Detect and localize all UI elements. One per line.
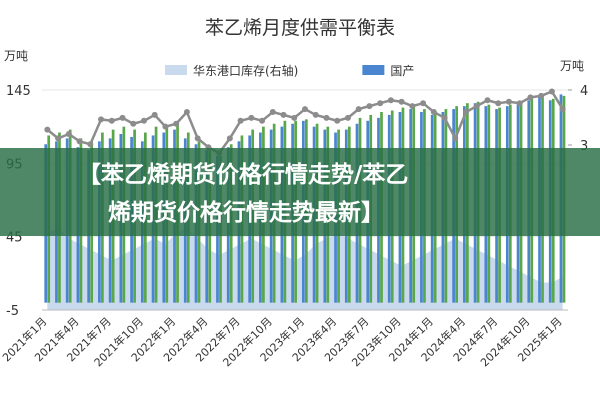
line-point	[76, 138, 83, 145]
line-point	[280, 111, 287, 118]
line-point	[548, 88, 555, 95]
y-axis-title: 万吨	[4, 49, 28, 63]
line-point	[463, 109, 470, 115]
line-point	[366, 103, 373, 110]
chart-title: 苯乙烯月度供需平衡表	[205, 17, 395, 39]
banner-text: 烯期货价格行情走势最新】	[108, 199, 384, 226]
line-point	[355, 106, 362, 113]
line-point	[130, 120, 137, 127]
legend-swatch	[165, 65, 187, 75]
line-point	[538, 92, 545, 99]
line-point	[194, 135, 201, 142]
line-point	[312, 111, 319, 118]
banner-text: 【苯乙烯期货价格行情走势/苯乙	[78, 161, 408, 188]
y2-tick-label: 3	[580, 139, 588, 154]
line-point	[269, 109, 276, 115]
line-point	[387, 97, 394, 104]
line-point	[377, 100, 384, 107]
y2-tick-label: 4	[580, 84, 588, 99]
line-point	[98, 116, 105, 123]
line-point	[55, 135, 62, 142]
line-point	[237, 117, 244, 124]
line-point	[108, 117, 115, 124]
line-point	[87, 141, 94, 148]
line-point	[291, 114, 298, 121]
line-point	[495, 100, 502, 107]
line-point	[505, 98, 512, 105]
line-point	[452, 135, 459, 142]
y-tick-label: -5	[6, 304, 19, 319]
line-point	[119, 114, 126, 121]
line-point	[323, 114, 330, 121]
line-point	[151, 111, 158, 118]
line-point	[65, 131, 72, 137]
line-point	[409, 103, 416, 110]
line-point	[344, 114, 351, 121]
banner	[0, 148, 600, 236]
line-point	[420, 100, 427, 107]
line-point	[527, 94, 534, 101]
line-point	[559, 106, 566, 113]
y-tick-label: 145	[6, 84, 31, 99]
legend-swatch	[362, 65, 385, 75]
line-point	[302, 106, 308, 113]
line-point	[484, 97, 491, 104]
line-point	[226, 135, 233, 142]
line-point	[473, 103, 480, 110]
line-point	[162, 123, 169, 130]
line-point	[248, 114, 255, 121]
line-point	[398, 98, 405, 105]
line-point	[259, 117, 266, 124]
line-point	[441, 114, 448, 121]
legend-label: 华东港口库存(右轴)	[193, 63, 298, 78]
legend-label: 国产	[390, 64, 414, 78]
line-point	[173, 120, 180, 127]
legend: 华东港口库存(右轴) 国产	[165, 63, 414, 78]
line-point	[183, 109, 190, 115]
line-point	[516, 100, 523, 107]
line-point	[334, 117, 341, 124]
line-point	[430, 109, 437, 115]
line-point	[140, 117, 147, 124]
line-point	[44, 126, 51, 133]
area	[47, 227, 563, 310]
y2-axis-title: 万吨	[560, 59, 584, 73]
